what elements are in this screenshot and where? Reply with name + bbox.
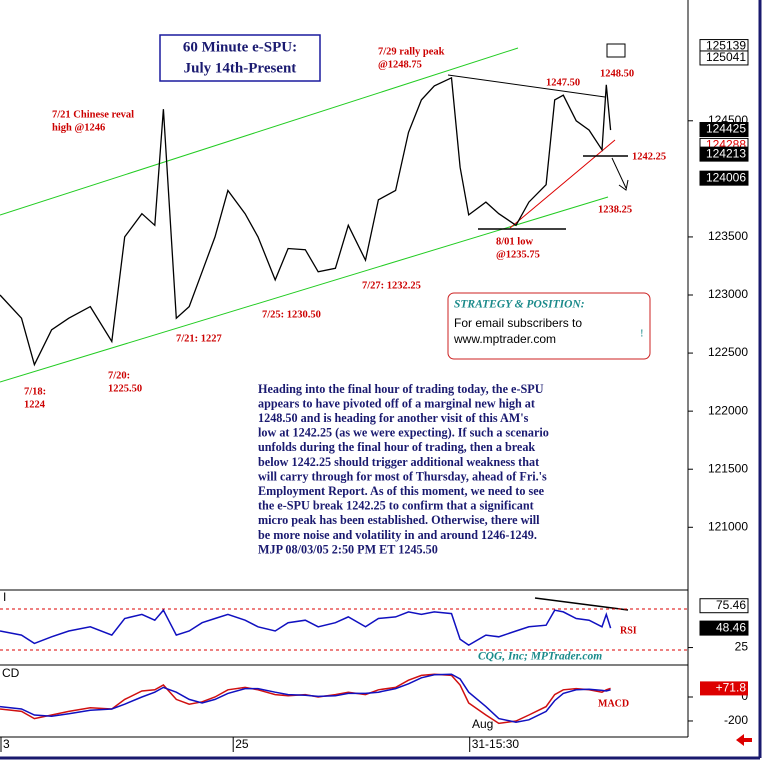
annotation: 7/18: [24,386,46,397]
annotation: 7/27: 1232.25 [362,280,421,291]
annotation: @1248.75 [378,59,422,70]
price-marker-box [699,170,749,186]
strategy-line: For email subscribers to [454,316,582,330]
annotation: 7/25: 1230.50 [262,309,321,320]
y-tick-label: 122500 [708,345,748,359]
price-marker-label: 124425 [706,122,746,136]
chart-title: 60 Minute e-SPU: [183,39,297,55]
commentary-line: below 1242.25 should trigger additional … [258,455,539,469]
price-marker-box [699,146,749,162]
strategy-line[interactable]: www.mptrader.com [453,332,556,346]
y-tick-label: 123500 [708,229,748,243]
annotation: 7/21 Chinese reval [52,109,134,120]
price-marker-label: 124213 [706,146,746,160]
commentary-line: low at 1242.25 (as we were expecting). I… [258,426,549,440]
price-marker-label: 124006 [706,170,746,184]
panel-label: CD [2,666,20,680]
price-marker-label: 75.46 [716,598,746,612]
strategy-box [447,292,651,360]
annotation: 1248.50 [600,68,634,79]
commentary-line: unfolds during the final hour of trading… [258,440,535,454]
y-tick-label: -200 [724,713,748,727]
scroll-arrow[interactable] [736,734,752,746]
annotation: 1224 [24,399,46,410]
y-tick-label: 0 [741,689,748,703]
trend-line [509,139,616,229]
commentary-line: Heading into the final hour of trading t… [258,382,544,396]
panel-label: I [3,590,6,604]
annotation: 7/29 rally peak [378,46,445,57]
annotation: 1238.25 [598,204,632,215]
price-marker-box [699,598,749,614]
x-tick-label: 3 [3,737,10,751]
box-icon [606,43,626,58]
rsi-trend-line [534,597,629,611]
channel-line [0,196,609,383]
arrow [611,157,629,191]
y-tick-label: 121000 [708,519,748,533]
annotation: 8/01 low [496,236,533,247]
price-marker-label: 125041 [706,50,746,64]
annotation: 7/21: 1227 [176,333,222,344]
strategy-mark: ! [640,328,644,340]
annotation: 1247.50 [546,77,580,88]
rsi-label: RSI [620,625,637,636]
commentary-line: micro peak has been established. Otherwi… [258,513,540,527]
annotation: 7/20: [108,370,130,381]
commentary-line: appears to have pivoted off of a margina… [258,396,535,410]
commentary-line: will carry through for most of Thursday,… [258,469,547,483]
y-tick-label: 121500 [708,461,748,475]
price-marker-box [699,50,749,66]
x-tick-label: 31-15:30 [472,737,520,751]
series-line [0,608,612,646]
x-tick-label: 25 [235,737,249,751]
y-tick-label: 123000 [708,287,748,301]
annotation: @1235.75 [496,249,540,260]
strategy-title: STRATEGY & POSITION: [454,299,585,311]
price-marker-box [699,121,749,137]
trend-line [447,74,606,98]
series-line [0,673,611,723]
marker-label: +71.8 [716,681,747,695]
price-marker-label: 125139 [706,39,746,53]
marker-box [700,681,748,696]
series-line [0,673,611,725]
commentary-line: the e-SPU break 1242.25 to confirm that … [258,499,534,513]
credit: CQG, Inc; MPTrader.com [478,651,602,663]
commentary-line: be more noise and volatility in and arou… [258,528,537,542]
commentary-line: Employment Report. As of this moment, we… [258,484,545,498]
channel-line [0,47,519,216]
annotation: 1225.50 [108,383,142,394]
price-marker-box [699,620,749,636]
macd-label: MACD [598,698,629,709]
annotation: high @1246 [52,122,105,133]
price-marker-label: 48.46 [716,620,746,634]
series-line [0,76,612,367]
chart-subtitle: July 14th-Present [184,60,297,76]
month-label: Aug [472,717,493,731]
y-tick-label: 122000 [708,403,748,417]
commentary-line: MJP 08/03/05 2:50 PM ET 1245.50 [258,542,438,556]
annotation: 1242.25 [632,151,666,162]
title-box [159,34,321,82]
y-tick-label: 25 [735,640,749,654]
commentary-line: 1248.50 and is heading for another visit… [258,411,529,425]
